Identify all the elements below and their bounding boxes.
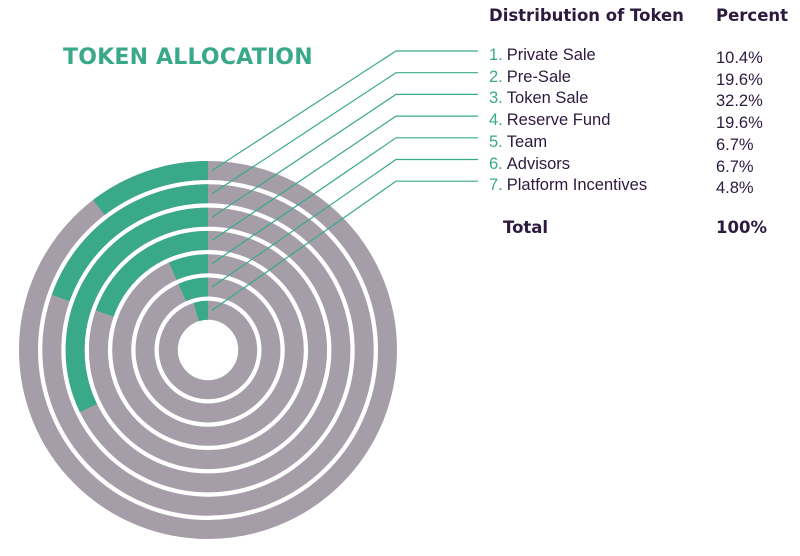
leader-line-6	[211, 158, 478, 288]
ring-track-7	[158, 300, 258, 400]
legend-percent: 6.7%	[716, 135, 754, 154]
value-arc-7	[193, 300, 209, 322]
value-arc-3	[65, 207, 209, 413]
legend-label: Private Sale	[506, 46, 596, 64]
legend-index: 4.	[489, 111, 503, 130]
leader-line-1	[211, 50, 478, 172]
leader-line-5	[211, 137, 478, 265]
legend-item: 4. Reserve Fund	[489, 111, 610, 133]
chart-title: TOKEN ALLOCATION	[63, 45, 313, 70]
leader-line-3	[211, 93, 478, 218]
legend-percent: 10.4%	[716, 49, 763, 67]
leader-line-7	[211, 180, 478, 311]
legend-index: 6.	[489, 154, 503, 173]
legend-item: 7. Platform Incentives	[489, 176, 647, 198]
value-arcs	[51, 161, 209, 413]
legend-label: Team	[506, 132, 548, 151]
header-distribution: Distribution of Token	[489, 6, 684, 25]
legend-label: Pre-Sale	[506, 67, 571, 86]
total-label: Total	[503, 218, 549, 237]
legend-index: 1.	[489, 46, 503, 64]
total-value: 100%	[716, 218, 767, 237]
leader-line-2	[211, 72, 478, 195]
value-arc-4	[95, 230, 209, 317]
value-arc-1	[93, 161, 209, 216]
value-arc-2	[51, 184, 209, 302]
legend-percent: 4.8%	[716, 179, 754, 198]
legend-item: 1. Private Sale	[489, 46, 596, 68]
legend-label: Reserve Fund	[506, 111, 611, 130]
legend-percent: 19.6%	[716, 114, 763, 133]
value-arc-5	[168, 254, 209, 281]
legend-index: 7.	[489, 176, 503, 195]
legend-percent: 6.7%	[716, 157, 754, 176]
legend-item: 3. Token Sale	[489, 89, 588, 111]
leader-lines	[211, 50, 478, 311]
legend-index: 5.	[489, 132, 503, 151]
leader-line-4	[211, 115, 478, 241]
legend-label: Token Sale	[506, 89, 589, 108]
legend-item: 6. Advisors	[489, 155, 570, 177]
legend-index: 3.	[489, 89, 503, 108]
legend-label: Platform Incentives	[506, 176, 648, 195]
legend-percent: 32.2%	[716, 92, 763, 111]
legend-index: 2.	[489, 67, 503, 86]
legend-item: 2. Pre-Sale	[489, 68, 571, 90]
header-percent: Percent	[716, 6, 789, 25]
legend-label: Advisors	[506, 154, 571, 173]
legend-item: 5. Team	[489, 133, 547, 155]
legend-percent: 19.6%	[716, 70, 763, 89]
value-arc-6	[178, 277, 209, 302]
